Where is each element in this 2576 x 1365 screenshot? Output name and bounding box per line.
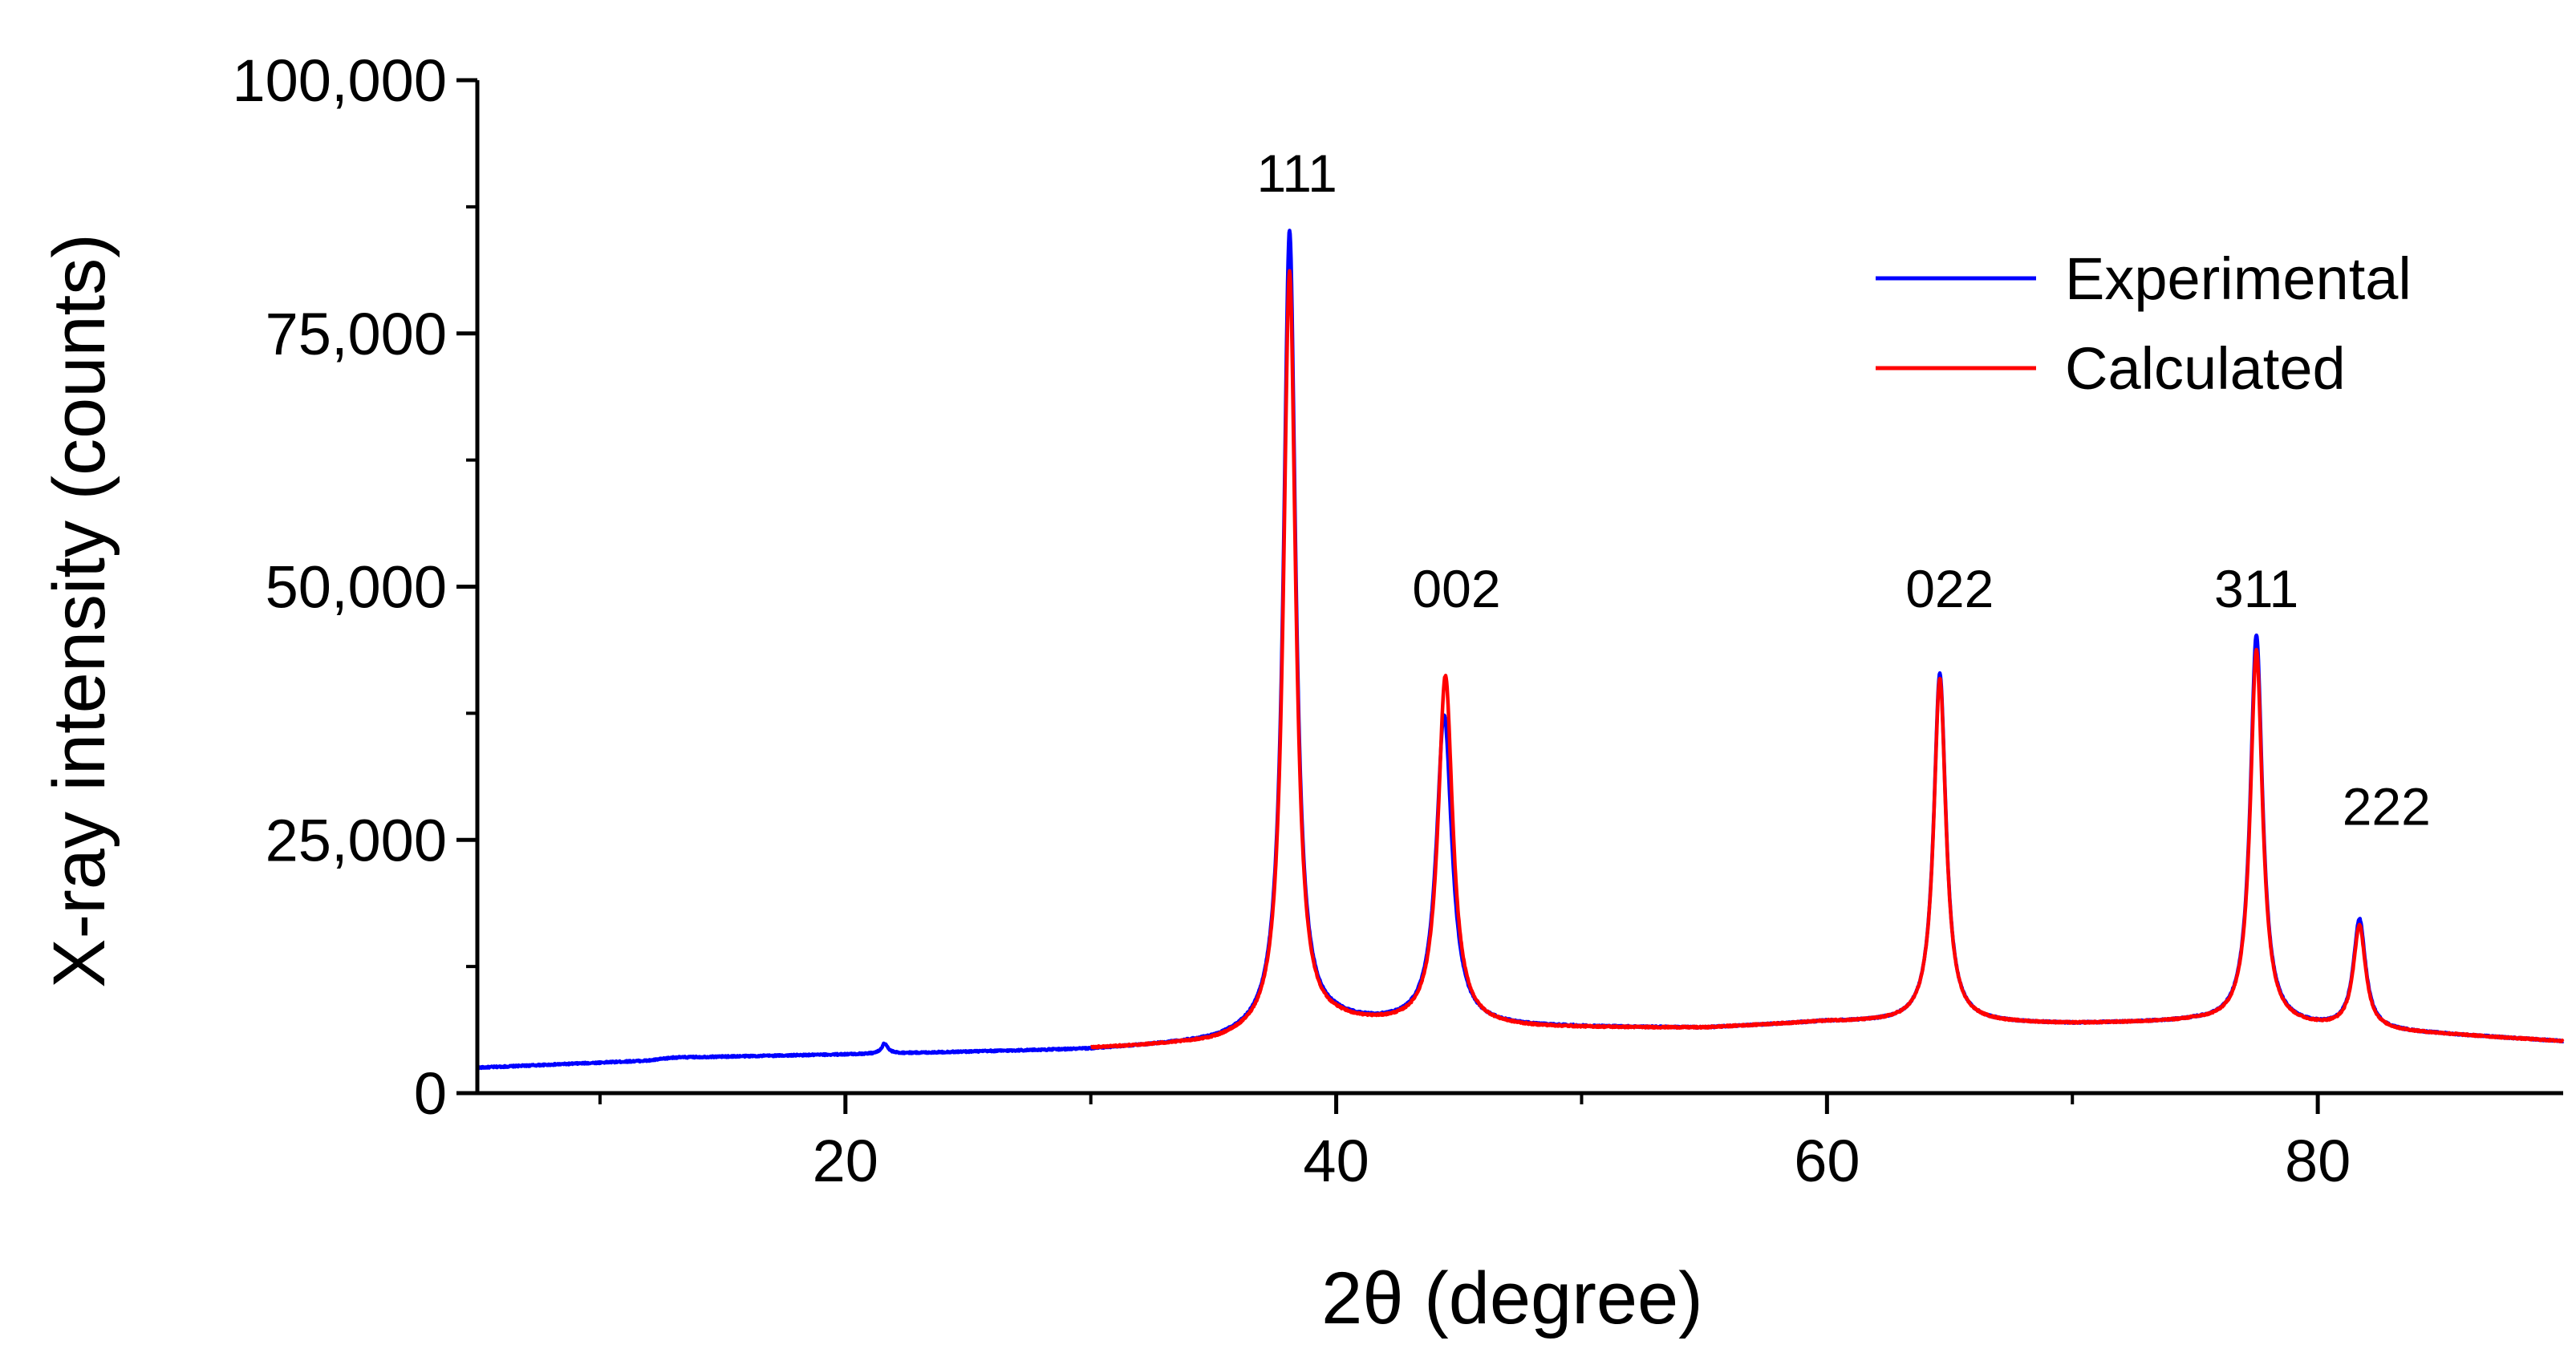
x-tick-label: 60 — [1794, 1128, 1860, 1194]
y-tick-label: 25,000 — [266, 807, 447, 873]
peak-label-022: 022 — [1905, 559, 1994, 618]
axes: 0 25,000 50,000 75,000 100,000 20 40 60 80 — [233, 47, 2563, 1194]
legend-label-experimental: Experimental — [2065, 245, 2412, 312]
x-axis-title: 2θ (degree) — [1321, 1258, 1703, 1339]
legend-label-calculated: Calculated — [2065, 335, 2346, 402]
peak-label-111: 111 — [1256, 144, 1337, 203]
peak-label-222: 222 — [2343, 776, 2431, 836]
x-tick-label: 80 — [2285, 1128, 2351, 1194]
y-tick-label: 50,000 — [266, 554, 447, 621]
legend: Experimental Calculated — [1876, 245, 2412, 402]
peak-label-002: 002 — [1412, 559, 1500, 618]
y-axis-title: X-ray intensity (counts) — [39, 233, 120, 988]
peak-annotations: 111 002 022 311 222 — [1256, 144, 2430, 836]
y-tick-label: 100,000 — [233, 47, 448, 114]
x-tick-label: 40 — [1303, 1128, 1369, 1194]
x-tick-label: 20 — [813, 1128, 878, 1194]
series-line-calculated — [1089, 269, 2565, 1050]
y-tick-label: 75,000 — [266, 301, 447, 367]
peak-label-311: 311 — [2214, 559, 2298, 618]
y-tick-label: 0 — [414, 1060, 447, 1127]
plot-series — [476, 229, 2565, 1071]
